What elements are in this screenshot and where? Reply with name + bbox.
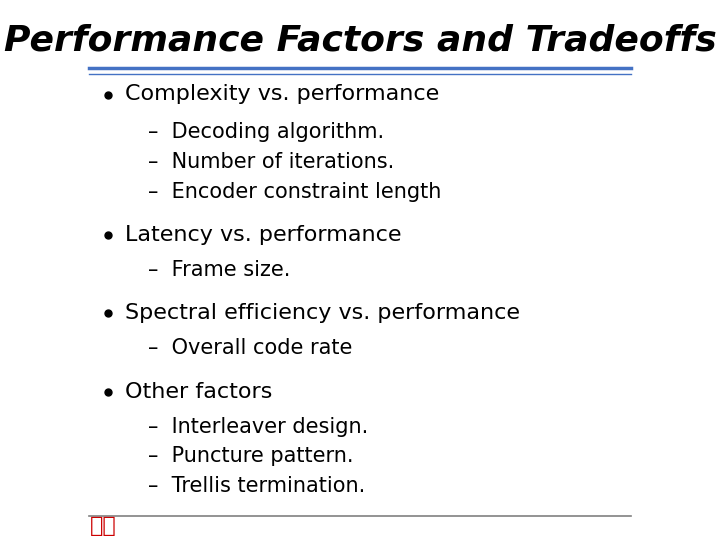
Text: Complexity vs. performance: Complexity vs. performance [125, 84, 440, 105]
Text: –  Puncture pattern.: – Puncture pattern. [148, 446, 354, 467]
Text: –  Number of iterations.: – Number of iterations. [148, 152, 395, 172]
Text: –  Interleaver design.: – Interleaver design. [148, 416, 369, 437]
Text: –  Trellis termination.: – Trellis termination. [148, 476, 365, 496]
Text: ⓊⓈ: ⓊⓈ [89, 516, 116, 537]
Text: Spectral efficiency vs. performance: Spectral efficiency vs. performance [125, 303, 521, 323]
Text: Performance Factors and Tradeoffs: Performance Factors and Tradeoffs [4, 24, 716, 57]
Text: –  Frame size.: – Frame size. [148, 260, 290, 280]
Text: –  Encoder constraint length: – Encoder constraint length [148, 181, 441, 202]
Text: –  Decoding algorithm.: – Decoding algorithm. [148, 122, 384, 143]
Text: Other factors: Other factors [125, 381, 273, 402]
Text: –  Overall code rate: – Overall code rate [148, 338, 352, 359]
Text: Latency vs. performance: Latency vs. performance [125, 225, 402, 245]
